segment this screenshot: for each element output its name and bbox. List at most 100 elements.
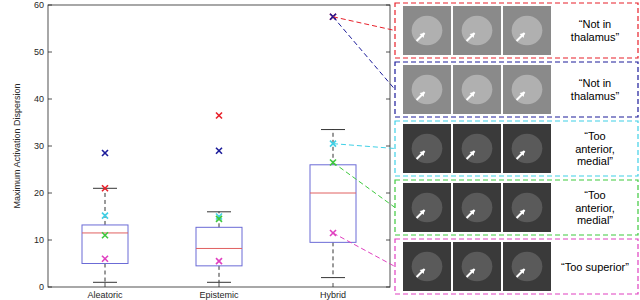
y-tick-right [386, 287, 390, 288]
case-panel: “Too superior” [395, 239, 638, 294]
case-panel: “Not inthalamus” [395, 3, 638, 58]
mri-tissue [412, 16, 443, 45]
arrow-head [470, 269, 475, 274]
case-panel: “Tooanterior,medial” [395, 180, 638, 235]
y-tick-right [386, 240, 390, 241]
marker-stroke [102, 150, 108, 156]
case-annotation: “Too [584, 189, 605, 201]
arrow-shaft [467, 269, 475, 277]
mri-tissue [512, 16, 543, 45]
box [310, 165, 356, 243]
connectors [333, 17, 395, 267]
mri-slice [453, 6, 501, 55]
case-annotation: thalamus” [571, 90, 620, 102]
arrow-shaft [417, 210, 425, 218]
box [196, 227, 242, 266]
y-tick-right [386, 52, 390, 53]
mri-tissue [462, 252, 493, 281]
y-tick-label: 60 [34, 0, 44, 10]
arrow-head [420, 151, 425, 156]
panel-border [395, 180, 638, 235]
arrow-shaft [517, 92, 525, 100]
arrow-head [520, 33, 525, 38]
marker-stroke [216, 112, 222, 118]
whisker-cap-low [321, 277, 345, 278]
case-marker [102, 232, 108, 238]
arrow-head [420, 269, 425, 274]
whisker-cap-high [321, 129, 345, 130]
plot-marks [82, 14, 356, 283]
marker-stroke [102, 232, 108, 238]
mri-tissue [412, 193, 443, 222]
case-marker [216, 148, 222, 154]
marker-stroke [216, 148, 222, 154]
arrow-shaft [467, 92, 475, 100]
mri-tissue [512, 75, 543, 104]
mri-slice [403, 183, 451, 232]
whisker-upper [105, 188, 106, 225]
case-annotation: medial” [577, 214, 613, 226]
case-annotation: “Too [584, 130, 605, 142]
case-annotation: “Too superior” [561, 261, 629, 273]
marker-stroke [216, 216, 222, 222]
y-tick-label: 30 [34, 141, 44, 151]
mri-tissue [512, 193, 543, 222]
y-tick-right [386, 5, 390, 6]
arrow-head [520, 92, 525, 97]
y-tick [48, 99, 52, 100]
arrow-shaft [417, 269, 425, 277]
median [310, 193, 356, 194]
marker-stroke [216, 258, 222, 264]
whisker-lower [219, 266, 220, 282]
mri-slice [403, 242, 451, 291]
y-tick [48, 52, 52, 53]
case-annotation: medial” [577, 155, 613, 167]
arrow-head [520, 151, 525, 156]
mri-slice [503, 6, 551, 55]
y-tick [48, 287, 52, 288]
mri-tissue [462, 16, 493, 45]
case-marker [216, 216, 222, 222]
marker-stroke [102, 213, 108, 219]
mri-slice [503, 65, 551, 114]
marker-stroke [102, 150, 108, 156]
arrow-shaft [417, 92, 425, 100]
mri-tissue [462, 134, 493, 163]
case-marker [102, 150, 108, 156]
mri-tissue [462, 75, 493, 104]
y-tick-label: 20 [34, 188, 44, 198]
case-marker [102, 256, 108, 262]
arrow-head [420, 92, 425, 97]
arrow-shaft [417, 151, 425, 159]
marker-stroke [216, 216, 222, 222]
whisker-cap-low [207, 282, 231, 283]
y-tick-right [386, 146, 390, 147]
arrow-shaft [517, 269, 525, 277]
case-annotation: anterior, [575, 202, 615, 214]
marker-stroke [216, 258, 222, 264]
median [82, 232, 128, 233]
arrow-shaft [467, 151, 475, 159]
arrow-shaft [517, 210, 525, 218]
arrow-head [470, 151, 475, 156]
marker-stroke [102, 185, 108, 191]
y-tick-label: 40 [34, 94, 44, 104]
whisker-lower [333, 242, 334, 277]
case-panel: “Not inthalamus” [395, 62, 638, 117]
arrow-shaft [417, 33, 425, 41]
case-marker [216, 258, 222, 264]
panel-border [395, 3, 638, 58]
panel-border [395, 62, 638, 117]
marker-stroke [102, 232, 108, 238]
connector [333, 162, 395, 207]
arrow-head [420, 210, 425, 215]
connector [333, 17, 395, 31]
marker-stroke [102, 256, 108, 262]
case-panel: “Tooanterior,medial” [395, 121, 638, 176]
plot-frame [48, 5, 390, 287]
marker-stroke [102, 213, 108, 219]
mri-slice [453, 65, 501, 114]
arrow-head [470, 92, 475, 97]
mri-tissue [512, 252, 543, 281]
y-tick-label: 10 [34, 235, 44, 245]
